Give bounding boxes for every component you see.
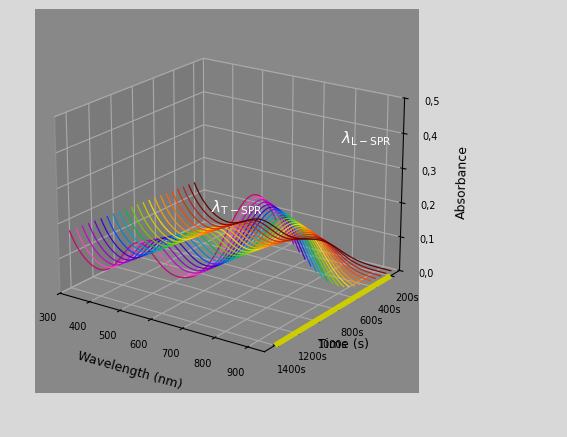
X-axis label: Wavelength (nm): Wavelength (nm) bbox=[77, 350, 184, 392]
